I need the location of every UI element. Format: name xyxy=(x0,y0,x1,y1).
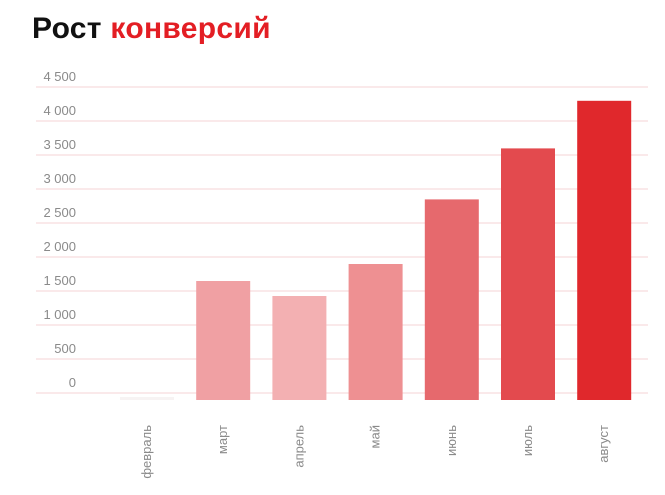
bar-0 xyxy=(120,397,174,400)
x-tick-label: февраль xyxy=(139,425,154,479)
bar-4 xyxy=(424,199,479,400)
y-tick-label: 4 500 xyxy=(43,69,76,84)
y-tick-label: 1 500 xyxy=(43,273,76,288)
x-tick-label: июль xyxy=(520,425,535,456)
y-tick-label: 3 500 xyxy=(43,137,76,152)
bar-2 xyxy=(272,296,327,400)
bar-3 xyxy=(348,264,403,400)
y-tick-label: 4 000 xyxy=(43,103,76,118)
y-tick-label: 500 xyxy=(54,341,76,356)
y-tick-label: 0 xyxy=(69,375,76,390)
bar-6 xyxy=(577,100,632,401)
y-tick-label: 2 500 xyxy=(43,205,76,220)
title-accent: конверсий xyxy=(110,12,271,45)
x-tick-label: август xyxy=(596,425,611,463)
x-tick-label: март xyxy=(215,425,230,454)
y-tick-label: 2 000 xyxy=(43,239,76,254)
x-tick-label: май xyxy=(368,425,383,448)
bar-1 xyxy=(196,281,251,400)
title-prefix: Рост xyxy=(32,12,102,45)
x-tick-label: июнь xyxy=(444,425,459,456)
y-tick-label: 3 000 xyxy=(43,171,76,186)
chart-title: Рост конверсий xyxy=(32,12,271,46)
x-tick-label: апрель xyxy=(291,425,306,468)
y-tick-label: 1 000 xyxy=(43,307,76,322)
bar-5 xyxy=(501,148,555,400)
